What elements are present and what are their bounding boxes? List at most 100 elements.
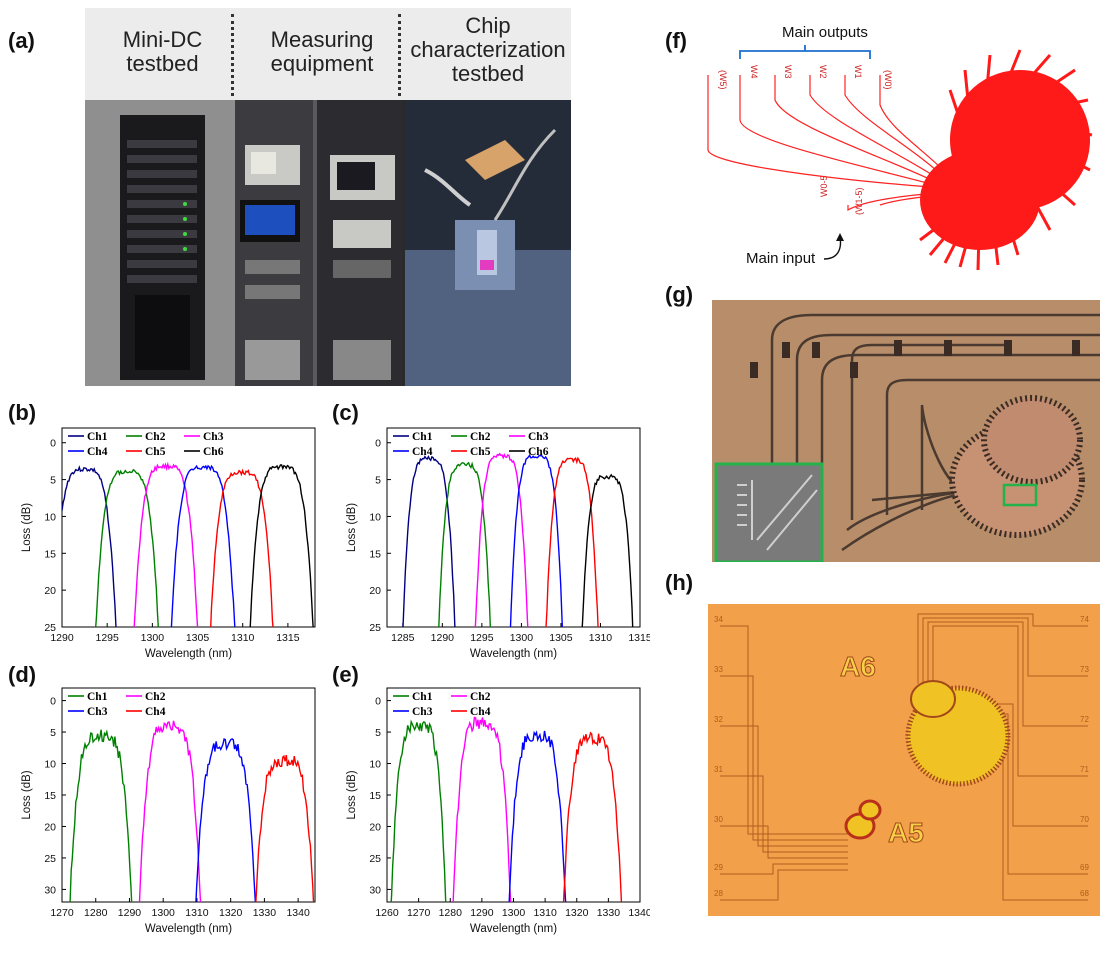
legend-label: Ch6 bbox=[528, 446, 549, 458]
port-number: 68 bbox=[1080, 889, 1089, 898]
port-label: W0-5 bbox=[819, 175, 829, 197]
legend-label: Ch4 bbox=[87, 446, 108, 458]
port-label: (W5) bbox=[718, 70, 728, 90]
series-line-ch2 bbox=[95, 468, 159, 627]
x-tick-label: 1270 bbox=[407, 907, 431, 919]
legend-label: Ch2 bbox=[145, 431, 166, 443]
y-tick-label: 5 bbox=[375, 475, 381, 487]
port-label: (W0) bbox=[883, 70, 893, 90]
legend-label: Ch2 bbox=[145, 691, 166, 703]
legend-label: Ch6 bbox=[203, 446, 224, 458]
zoom-box bbox=[1002, 483, 1038, 507]
x-tick-label: 1295 bbox=[95, 632, 119, 644]
port-number: 28 bbox=[714, 889, 723, 898]
chip-label-a6: A6 bbox=[840, 651, 876, 682]
legend-label: Ch2 bbox=[470, 431, 491, 443]
device-a5 bbox=[844, 799, 882, 840]
y-axis-label: Loss (dB) bbox=[21, 770, 33, 819]
x-tick-label: 1270 bbox=[50, 907, 74, 919]
series-line-ch1 bbox=[390, 719, 447, 902]
x-tick-label: 1260 bbox=[375, 907, 399, 919]
y-tick-label: 15 bbox=[369, 548, 381, 560]
series-line-ch1 bbox=[402, 455, 456, 627]
header-measuring-equipment: Measuring equipment bbox=[270, 27, 374, 76]
series-line-ch4 bbox=[255, 754, 315, 902]
main-outputs-label: Main outputs bbox=[782, 24, 868, 41]
series-line-ch3 bbox=[133, 461, 199, 627]
legend-label: Ch5 bbox=[470, 446, 491, 458]
plot-frame bbox=[386, 427, 641, 628]
y-tick-label: 25 bbox=[369, 853, 381, 865]
panel-label-c: (c) bbox=[332, 400, 359, 425]
y-tick-label: 30 bbox=[369, 884, 381, 896]
legend-label: Ch1 bbox=[412, 431, 433, 443]
series-line-ch5 bbox=[210, 468, 274, 627]
series-line-ch6 bbox=[581, 473, 634, 627]
header-chip-characterization-testbed: Chip characterization testbed bbox=[410, 13, 566, 86]
x-tick-label: 1300 bbox=[141, 632, 165, 644]
port-number: 74 bbox=[1080, 615, 1089, 624]
panel-label-b: (b) bbox=[8, 400, 37, 425]
legend-label: Ch4 bbox=[470, 706, 491, 718]
panel-label-e: (e) bbox=[332, 662, 359, 687]
y-tick-label: 15 bbox=[44, 548, 56, 560]
x-axis-label: Wavelength (nm) bbox=[470, 923, 557, 935]
port-label: W1 bbox=[853, 65, 863, 79]
plot-frame bbox=[61, 687, 316, 903]
series-line-ch1 bbox=[69, 729, 133, 902]
x-tick-label: 1285 bbox=[391, 632, 415, 644]
panel-label-h: (h) bbox=[665, 570, 694, 595]
y-tick-label: 10 bbox=[44, 759, 56, 771]
port-number: 30 bbox=[714, 815, 723, 824]
x-tick-label: 1290 bbox=[118, 907, 142, 919]
panel-a-header-bar bbox=[85, 8, 571, 100]
port-label: W3 bbox=[783, 65, 793, 79]
x-axis-label: Wavelength (nm) bbox=[145, 923, 232, 935]
legend-label: Ch2 bbox=[470, 691, 491, 703]
legend-label: Ch4 bbox=[412, 446, 433, 458]
port-number: 69 bbox=[1080, 863, 1089, 872]
y-tick-label: 20 bbox=[44, 585, 56, 597]
port-label: W4 bbox=[749, 65, 759, 79]
y-tick-label: 20 bbox=[44, 821, 56, 833]
x-tick-label: 1280 bbox=[439, 907, 463, 919]
y-axis-label: Loss (dB) bbox=[346, 503, 358, 552]
x-tick-label: 1290 bbox=[431, 632, 455, 644]
y-tick-label: 5 bbox=[50, 727, 56, 739]
plot-frame bbox=[61, 427, 316, 628]
panel-label-g: (g) bbox=[665, 282, 694, 307]
chart-c: 1285 1290 1295 1300 1305 1310 1315 0 5 10 15 20 25 Wa… bbox=[346, 427, 650, 660]
x-tick-label: 1280 bbox=[84, 907, 108, 919]
port-number: 31 bbox=[714, 765, 723, 774]
header-mini-dc-testbed: Mini-DC testbed bbox=[122, 27, 203, 76]
y-tick-label: 10 bbox=[369, 511, 381, 523]
x-axis-label: Wavelength (nm) bbox=[470, 648, 557, 660]
port-number: 29 bbox=[714, 863, 723, 872]
series-line-ch4 bbox=[562, 731, 623, 902]
y-tick-label: 10 bbox=[44, 511, 56, 523]
legend-label: Ch3 bbox=[87, 706, 108, 718]
x-tick-label: 1300 bbox=[502, 907, 526, 919]
x-tick-label: 1300 bbox=[152, 907, 176, 919]
y-tick-label: 0 bbox=[50, 696, 56, 708]
y-tick-label: 25 bbox=[44, 622, 56, 634]
port-number: 32 bbox=[714, 715, 723, 724]
series-line-ch1 bbox=[62, 465, 117, 627]
x-tick-label: 1340 bbox=[286, 907, 310, 919]
x-tick-label: 1310 bbox=[589, 632, 613, 644]
waveguide-traces bbox=[707, 75, 951, 212]
main-input-label: Main input bbox=[746, 250, 816, 267]
x-tick-label: 1305 bbox=[549, 632, 573, 644]
series-line-ch3 bbox=[474, 452, 529, 627]
port-number: 33 bbox=[714, 665, 723, 674]
chip-label-a5: A5 bbox=[888, 817, 924, 848]
series-line-ch5 bbox=[545, 456, 599, 627]
series-line-ch3 bbox=[508, 730, 567, 902]
x-axis-label: Wavelength (nm) bbox=[145, 648, 232, 660]
panel-label-d: (d) bbox=[8, 662, 37, 687]
x-tick-label: 1315 bbox=[628, 632, 650, 644]
port-number: 70 bbox=[1080, 815, 1089, 824]
legend-label: Ch1 bbox=[87, 691, 108, 703]
x-tick-label: 1300 bbox=[510, 632, 534, 644]
x-tick-label: 1310 bbox=[231, 632, 255, 644]
